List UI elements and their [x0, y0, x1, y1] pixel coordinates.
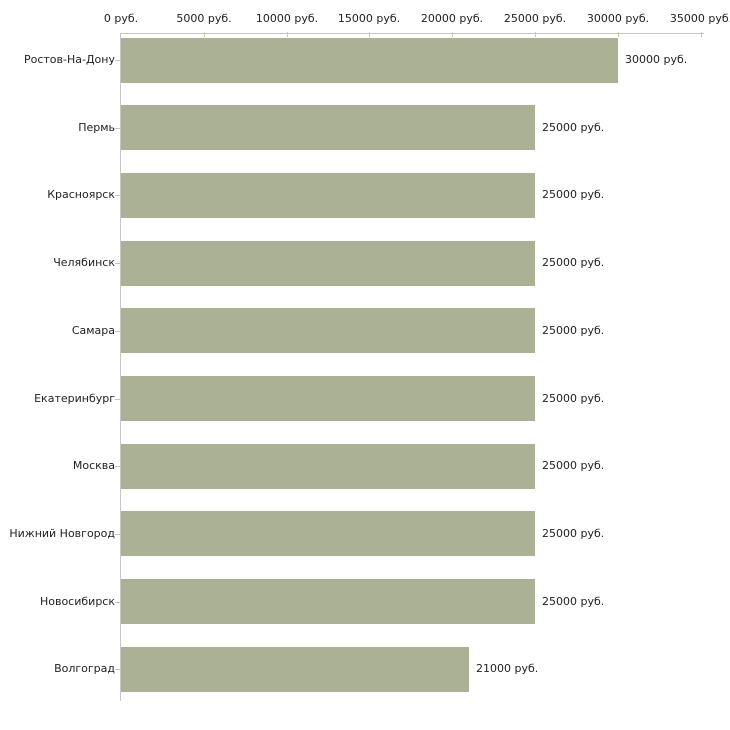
- bar-Красноярск: [121, 173, 535, 218]
- y-axis-line: [120, 33, 121, 701]
- x-tick-mark: [287, 32, 288, 37]
- category-label: Красноярск: [47, 188, 115, 201]
- bar-Новосибирск: [121, 579, 535, 624]
- x-tick-label: 10000 руб.: [255, 12, 319, 25]
- y-tick-mark: [115, 263, 120, 264]
- value-label: 30000 руб.: [625, 53, 688, 66]
- y-tick-mark: [115, 602, 120, 603]
- x-axis-line: [121, 33, 704, 34]
- bar-Пермь: [121, 105, 535, 150]
- category-label: Волгоград: [54, 662, 115, 675]
- x-tick-label: 5000 руб.: [176, 12, 232, 25]
- x-tick-label: 20000 руб.: [420, 12, 484, 25]
- x-tick-label: 25000 руб.: [503, 12, 567, 25]
- y-tick-mark: [115, 534, 120, 535]
- bar-Москва: [121, 444, 535, 489]
- y-tick-mark: [115, 466, 120, 467]
- value-label: 25000 руб.: [542, 121, 605, 134]
- x-tick-mark: [701, 32, 702, 37]
- x-tick-mark: [452, 32, 453, 37]
- value-label: 21000 руб.: [476, 662, 539, 675]
- y-tick-mark: [115, 399, 120, 400]
- value-label: 25000 руб.: [542, 324, 605, 337]
- category-label: Москва: [72, 459, 115, 472]
- x-tick-mark: [535, 32, 536, 37]
- x-tick-label: 35000 руб.: [669, 12, 730, 25]
- bar-Ростов-На-Дону: [121, 38, 618, 83]
- value-label: 25000 руб.: [542, 256, 605, 269]
- y-tick-mark: [115, 195, 120, 196]
- x-tick-mark: [618, 32, 619, 37]
- value-label: 25000 руб.: [542, 188, 605, 201]
- bar-Самара: [121, 308, 535, 353]
- y-tick-mark: [115, 331, 120, 332]
- x-tick-label: 30000 руб.: [586, 12, 650, 25]
- y-tick-mark: [115, 60, 120, 61]
- category-label: Екатеринбург: [34, 392, 115, 405]
- category-label: Нижний Новгород: [9, 527, 115, 540]
- bar-Челябинск: [121, 241, 535, 286]
- bar-Волгоград: [121, 647, 469, 692]
- value-label: 25000 руб.: [542, 392, 605, 405]
- x-tick-mark: [369, 32, 370, 37]
- x-tick-label: 15000 руб.: [337, 12, 401, 25]
- category-label: Пермь: [78, 121, 115, 134]
- x-tick-mark: [204, 32, 205, 37]
- y-tick-mark: [115, 669, 120, 670]
- category-label: Челябинск: [53, 256, 115, 269]
- y-tick-mark: [115, 128, 120, 129]
- bar-Нижний Новгород: [121, 511, 535, 556]
- value-label: 25000 руб.: [542, 595, 605, 608]
- value-label: 25000 руб.: [542, 459, 605, 472]
- category-label: Самара: [71, 324, 115, 337]
- bar-Екатеринбург: [121, 376, 535, 421]
- category-label: Новосибирск: [39, 595, 115, 608]
- x-tick-label: 0 руб.: [103, 12, 139, 25]
- value-label: 25000 руб.: [542, 527, 605, 540]
- category-label: Ростов-На-Дону: [23, 53, 115, 66]
